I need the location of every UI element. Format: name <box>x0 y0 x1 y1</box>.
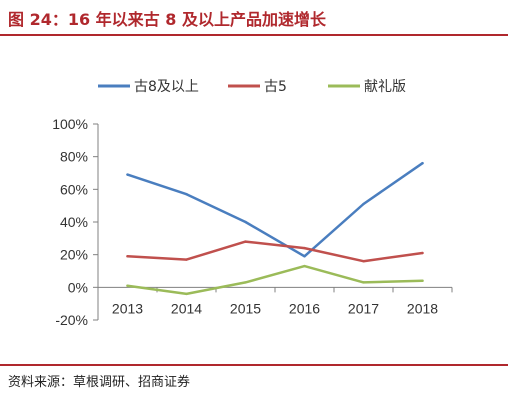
y-tick-label: 80% <box>60 149 88 165</box>
line-chart: 古8及以上 古5 献礼版 -20%0%20%40%60%80%100% 2013 20… <box>52 79 453 328</box>
legend-label: 古5 <box>264 79 287 95</box>
x-tick-label: 2014 <box>171 300 202 316</box>
x-tick-label: 2015 <box>230 300 261 316</box>
y-tick-label: 60% <box>60 181 88 197</box>
y-tick-label: 0% <box>68 279 88 295</box>
y-tick-label: 100% <box>52 116 88 132</box>
source-note: 资料来源：草根调研、招商证券 <box>8 375 191 390</box>
data-point <box>421 251 424 255</box>
x-tick-label: 2017 <box>348 300 379 316</box>
data-point <box>126 173 129 176</box>
y-tick-label: -20% <box>55 312 88 328</box>
data-point <box>362 260 365 263</box>
data-point <box>362 202 365 206</box>
data-point <box>303 255 306 258</box>
x-tick-label: 2018 <box>407 300 438 316</box>
series-line-1 <box>126 161 424 258</box>
legend: 古8及以上 古5 献礼版 <box>98 79 406 95</box>
x-tick-label: 2016 <box>289 300 320 316</box>
data-point <box>421 162 424 165</box>
data-point <box>185 258 188 261</box>
data-point <box>303 264 306 268</box>
series-line-3 <box>126 264 424 296</box>
x-tick-label: 2013 <box>112 300 143 316</box>
y-tick-label: 40% <box>60 214 88 230</box>
data-point <box>244 281 247 284</box>
data-point <box>303 246 306 250</box>
data-point <box>126 255 129 258</box>
series-group <box>126 161 424 296</box>
data-point <box>185 292 188 296</box>
figure-title: 图 24：16 年以来古 8 及以上产品加速增长 <box>8 10 326 29</box>
legend-label: 献礼版 <box>364 79 406 95</box>
data-point <box>185 193 188 196</box>
y-axis: -20% 0% 20% 40% 60% 80% 100% <box>52 116 99 328</box>
x-axis: 2013 2014 2015 2016 2017 2018 <box>97 286 453 316</box>
y-tick-label: 20% <box>60 247 88 263</box>
data-point <box>126 284 129 287</box>
data-point <box>421 279 424 282</box>
series-line-2 <box>126 240 424 263</box>
data-point <box>244 220 247 224</box>
footer-divider <box>0 364 508 366</box>
legend-label: 古8及以上 <box>134 79 199 95</box>
data-point <box>362 281 365 284</box>
title-divider <box>0 34 508 36</box>
data-point <box>244 240 247 243</box>
